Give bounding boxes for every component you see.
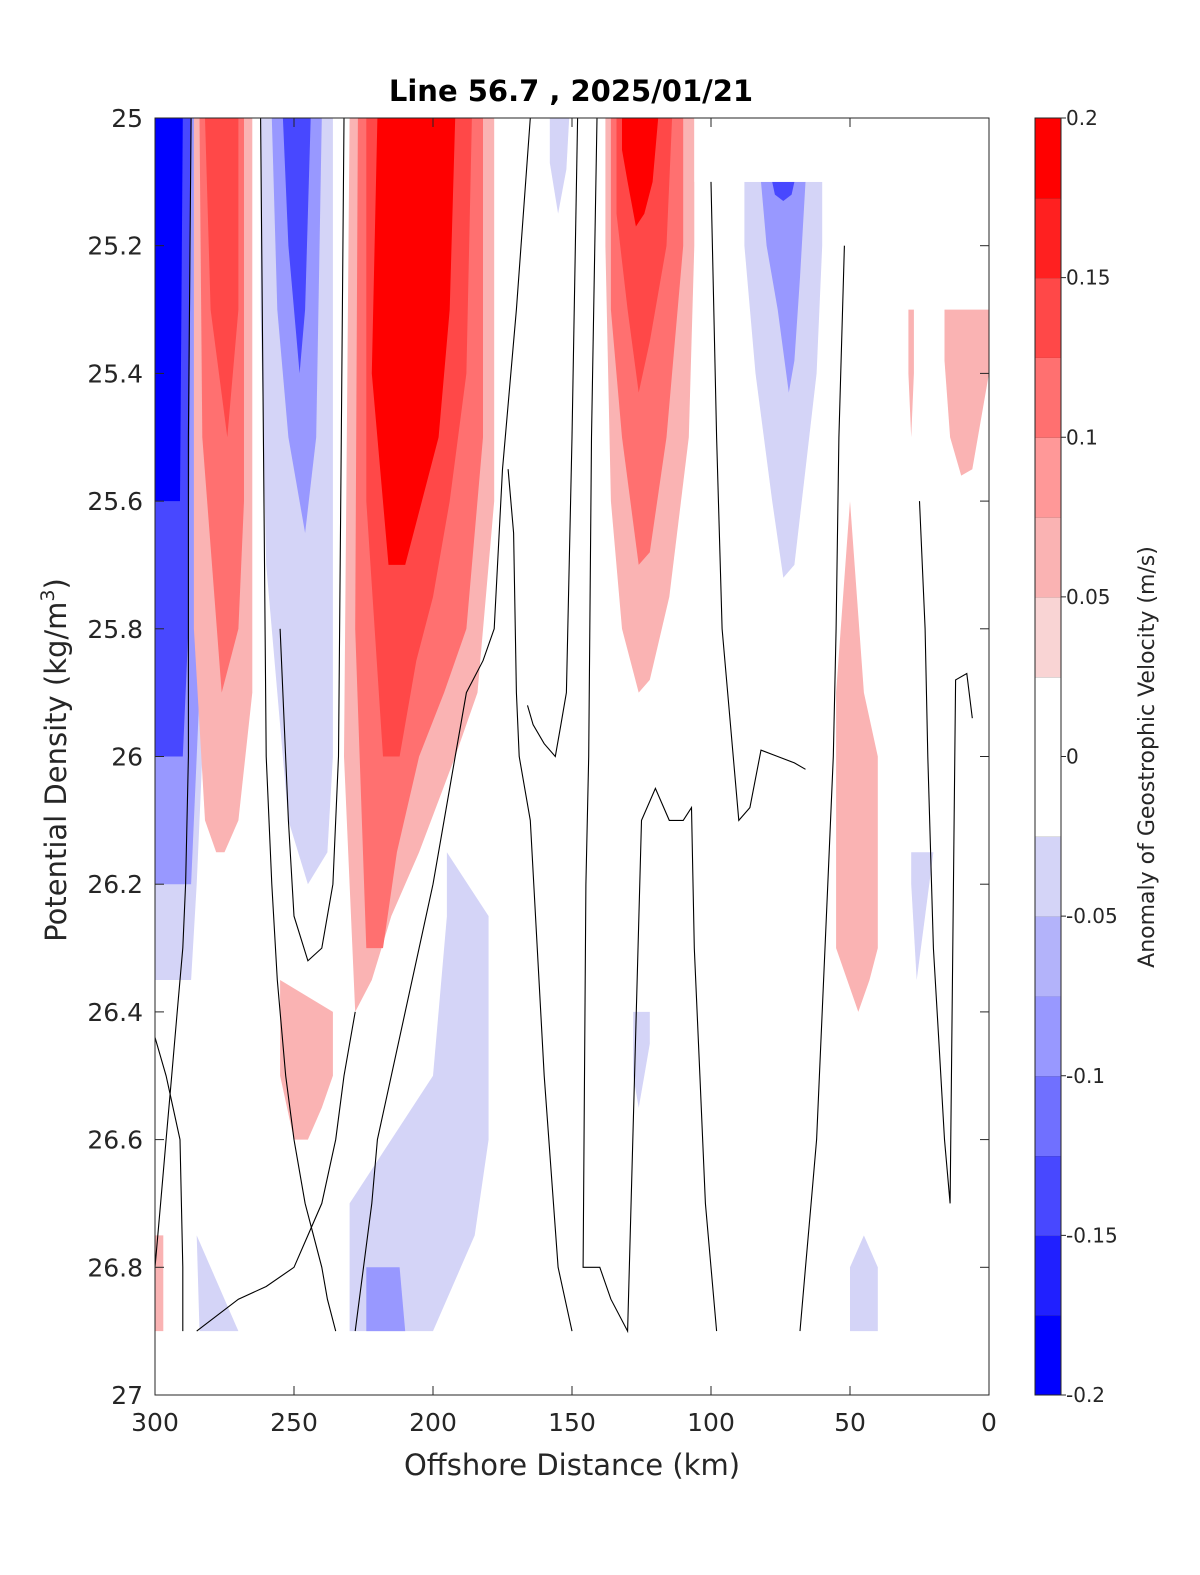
colorbar-level	[1035, 437, 1061, 518]
colorbar-tick-label: 0.2	[1066, 106, 1098, 130]
y-tick-label: 26.8	[87, 1253, 143, 1282]
colorbar-level	[1035, 1155, 1061, 1236]
x-tick-label: 100	[687, 1408, 735, 1437]
contour-fill-region	[850, 1235, 878, 1332]
y-tick-label: 25	[111, 104, 143, 133]
colorbar-tick-label: 0	[1066, 745, 1079, 769]
zero-contour-line	[582, 118, 718, 1334]
zero-contour-line	[507, 469, 573, 1332]
colorbar-level	[1035, 197, 1061, 279]
contour-fill-region	[155, 1235, 164, 1332]
contour-fill-region	[633, 1011, 650, 1108]
x-tick-label: 200	[409, 1408, 457, 1437]
contour-fill-region	[205, 118, 239, 438]
y-axis-label: Potential Density (kg/m3)	[37, 578, 73, 942]
x-tick-label: 50	[834, 1408, 866, 1437]
chart-title: Line 56.7 , 2025/01/21	[389, 74, 753, 108]
zero-contour-line	[918, 501, 973, 1204]
colorbar-level	[1035, 1235, 1061, 1316]
contour-fill-region	[908, 309, 914, 438]
zero-contour-line	[260, 118, 337, 1332]
colorbar-tick-label: -0.05	[1066, 904, 1118, 928]
colorbar-level	[1035, 1315, 1061, 1396]
contour-fill-region	[944, 309, 989, 476]
zero-contour-line	[155, 1037, 184, 1332]
zero-contour-line	[196, 1011, 356, 1332]
contour-fill-region	[911, 852, 934, 980]
contour-fill-region	[772, 181, 795, 201]
contour-fill-region	[744, 181, 823, 578]
colorbar-level	[1035, 596, 1061, 678]
colorbar-level	[1035, 916, 1061, 997]
contour-fill-region	[349, 852, 489, 1332]
zero-contour-line	[279, 118, 345, 962]
colorbar-level	[1035, 756, 1061, 837]
y-tick-label: 25.2	[87, 232, 143, 261]
colorbar: -0.2 -0.15 -0.1 -0.05 0 0.05 0.1 0.15 0.2	[1034, 106, 1118, 1407]
y-axis-label-superscript: 3	[37, 589, 59, 601]
contour-fill-region	[282, 118, 311, 374]
colorbar-tick-label: -0.1	[1066, 1064, 1105, 1088]
x-axis-label: Offshore Distance (km)	[404, 1448, 740, 1482]
y-axis-label-text: Potential Density (kg/m	[39, 602, 73, 942]
zero-contour-line	[155, 118, 192, 1268]
colorbar-label: Anomaly of Geostrophic Velocity (m/s)	[1135, 546, 1160, 968]
colorbar-level	[1035, 357, 1061, 438]
contour-fill-region	[836, 501, 878, 1012]
colorbar-level	[1035, 995, 1061, 1077]
contour-fill-region	[155, 118, 183, 502]
zero-contour-line	[710, 181, 806, 822]
contour-fill-region	[549, 118, 570, 214]
y-tick-label: 25.4	[87, 359, 143, 388]
filled-contours	[155, 118, 989, 1332]
y-tick-label: 26.6	[87, 1126, 143, 1155]
contour-fill-region	[366, 1267, 406, 1332]
colorbar-level	[1035, 836, 1061, 917]
contour-fill-region	[280, 980, 333, 1140]
zero-contour-line	[526, 118, 579, 758]
y-tick-label: 26.4	[87, 998, 143, 1027]
colorbar-level	[1035, 676, 1061, 757]
contour-fill-region	[405, 118, 422, 170]
y-tick-label: 25.6	[87, 487, 143, 516]
colorbar-tick-label: -0.2	[1066, 1383, 1105, 1407]
colorbar-tick-label: 0.05	[1066, 585, 1111, 609]
contour-fill-region	[761, 181, 806, 393]
colorbar-tick-label: -0.15	[1066, 1223, 1118, 1247]
contour-fill-region	[622, 118, 659, 227]
colorbar-level	[1035, 277, 1061, 358]
plot-area	[154, 117, 990, 1396]
colorbar-level	[1035, 517, 1061, 598]
colorbar-tick-label: 0.1	[1066, 425, 1098, 449]
y-tick-label: 27	[111, 1381, 143, 1410]
y-tick-label: 25.8	[87, 615, 143, 644]
y-axis: 25 25.2 25.4 25.6 25.8 26 26.2 26.4 26.6 26.8 27	[87, 104, 989, 1410]
contour-fill-region	[383, 118, 439, 406]
zero-contour-line	[354, 118, 531, 1332]
y-tick-label: 26.2	[87, 870, 143, 899]
y-axis-label-close: )	[39, 578, 73, 589]
colorbar-level	[1035, 1075, 1061, 1157]
x-tick-label: 150	[548, 1408, 596, 1437]
x-tick-label: 250	[270, 1408, 318, 1437]
x-axis: 300 250 200 150 100 50 0	[131, 118, 997, 1437]
colorbar-level	[1035, 118, 1061, 199]
x-tick-label: 0	[981, 1408, 997, 1437]
zero-contour-lines	[155, 118, 973, 1334]
zero-contour-line	[799, 245, 845, 1332]
y-tick-label: 26	[111, 743, 143, 772]
x-tick-label: 300	[131, 1408, 179, 1437]
no-data-region	[694, 118, 989, 246]
colorbar-tick-label: 0.15	[1066, 266, 1111, 290]
